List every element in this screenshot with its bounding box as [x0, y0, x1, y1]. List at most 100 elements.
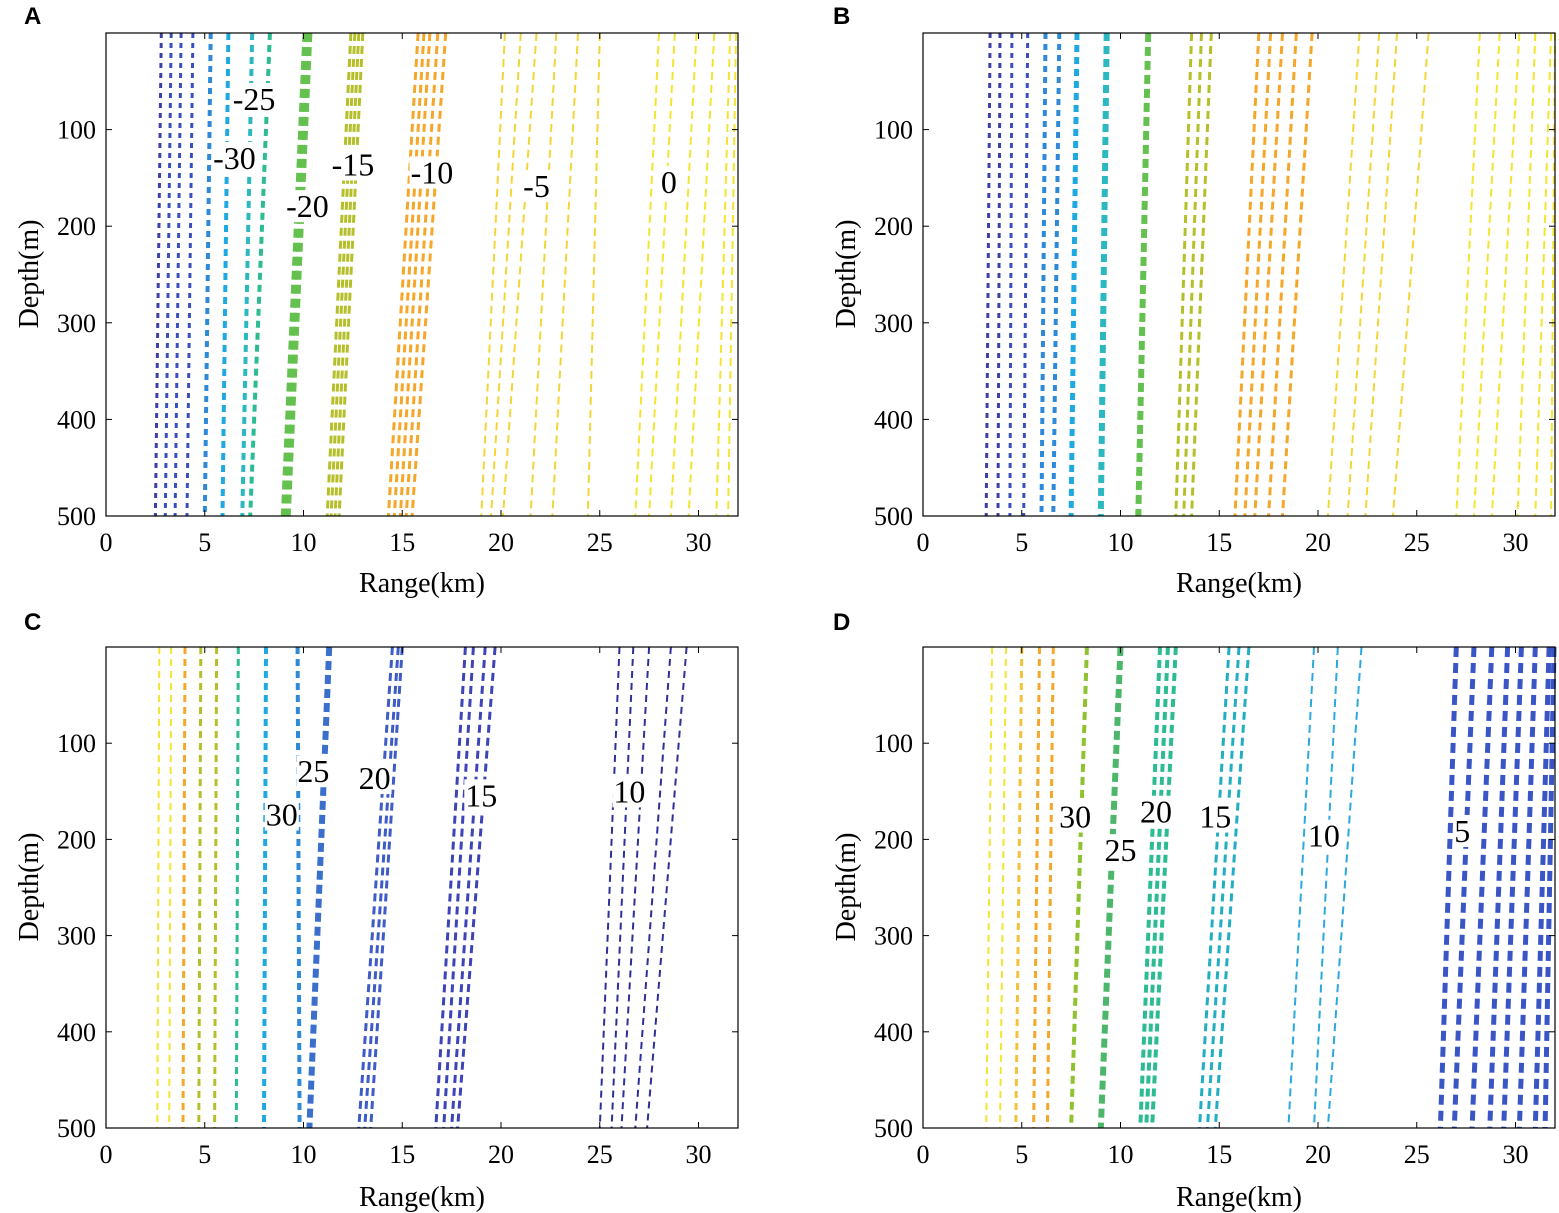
x-tick-label: 20 — [488, 528, 514, 557]
x-tick-label: 15 — [1206, 1140, 1232, 1169]
contour-line-neg5-3 — [1516, 32, 1537, 517]
contour-label-background — [1139, 795, 1173, 828]
x-tick-label: 10 — [291, 1140, 317, 1169]
panel-b: B 0 5 10 15 20 25 30 100 200 300 400 500 Range(km)… — [831, 3, 1556, 599]
contour-label-background — [264, 798, 299, 831]
y-tick-label: 300 — [57, 922, 96, 951]
contour-line-5-0 — [1437, 646, 1459, 1129]
panel-label: D — [833, 609, 850, 636]
contour-label: -15 — [332, 147, 375, 183]
contour-line-5-2 — [1469, 646, 1495, 1129]
x-tick-label: 10 — [1108, 1140, 1134, 1169]
contour-label-background — [1453, 814, 1472, 847]
y-tick-label: 400 — [874, 1018, 913, 1047]
y-tick-label: 100 — [874, 729, 913, 758]
contour-label: 10 — [613, 773, 645, 809]
x-tick-label: 30 — [1503, 1140, 1529, 1169]
contour-label: -25 — [233, 81, 276, 117]
contour-line-neg38-1 — [173, 32, 183, 517]
y-tick-label: 400 — [57, 1018, 96, 1047]
x-axis: 0 5 10 15 20 25 30 — [917, 33, 1529, 557]
y-axis: 100 200 300 400 500 — [57, 116, 738, 531]
contour-line-neg20-0 — [1174, 32, 1194, 517]
contour-line-10-3 — [634, 646, 672, 1129]
contour-line-neg5-1 — [490, 32, 522, 517]
x-tick-label: 0 — [917, 528, 930, 557]
y-tick-label: 200 — [57, 212, 96, 241]
x-axis-label: Range(km) — [359, 568, 485, 599]
contour-label-background — [330, 148, 376, 181]
contour-label: 25 — [1105, 832, 1137, 868]
contour-line-5-7 — [1542, 646, 1557, 1129]
contour-label: 15 — [1199, 799, 1231, 835]
x-tick-label: 30 — [686, 1140, 712, 1169]
contour-line-neg10-2 — [1364, 32, 1398, 517]
contour-line-neg38-1 — [1022, 32, 1030, 517]
contour-line-neg10-4 — [410, 32, 448, 517]
contour-label-background — [1306, 819, 1341, 852]
axes-frame — [922, 646, 1556, 1129]
contour-line-50-0 — [985, 646, 994, 1129]
contour-line-neg5-5 — [1550, 32, 1556, 517]
y-tick-label: 500 — [874, 502, 913, 531]
contour-label-background — [296, 755, 331, 788]
contour-line-10-2 — [1326, 646, 1363, 1129]
axes-frame — [105, 646, 739, 1129]
contour-label: -5 — [523, 168, 550, 204]
panel-label: C — [24, 609, 41, 636]
contour-line-50-1 — [999, 646, 1007, 1129]
contour-label-background — [1198, 800, 1233, 833]
contour-label-background — [612, 775, 647, 808]
x-axis-label: Range(km) — [1176, 568, 1302, 599]
contour-label-background — [231, 82, 277, 115]
contour-line-neg40-1 — [996, 32, 1002, 517]
y-tick-label: 200 — [57, 825, 96, 854]
panel-label: B — [833, 3, 850, 30]
contour-line-40-1 — [1045, 646, 1055, 1129]
contour-line-0-4 — [715, 32, 732, 517]
contour-line-neg5-0 — [1455, 32, 1481, 517]
contour-line-40-1 — [213, 646, 219, 1129]
x-tick-label: 5 — [1015, 528, 1028, 557]
x-tick-label: 10 — [1108, 528, 1134, 557]
contour-line-0-0 — [634, 32, 660, 517]
y-tick-label: 300 — [874, 922, 913, 951]
x-tick-label: 5 — [198, 528, 211, 557]
contour-line-10-2 — [620, 646, 651, 1129]
contour-line-neg35-1 — [1051, 32, 1062, 517]
contour-label: 0 — [661, 164, 677, 200]
contour-line-5-6 — [1532, 646, 1552, 1129]
x-tick-label: 0 — [917, 1140, 930, 1169]
contour-label: 25 — [297, 753, 329, 789]
x-tick-label: 25 — [587, 1140, 613, 1169]
contour-line-25-0 — [306, 646, 333, 1129]
contour-line-15-3 — [456, 646, 497, 1129]
contour-line-neg5-4 — [551, 32, 579, 517]
contour-line-15-0 — [1198, 646, 1231, 1129]
contour-label-background — [285, 190, 330, 223]
x-axis-label: Range(km) — [359, 1182, 485, 1213]
contour-line-neg20-0 — [280, 32, 309, 517]
contour-line-neg15-1 — [1243, 32, 1273, 517]
y-tick-label: 200 — [874, 212, 913, 241]
plot-area: 30 20 15 25 10 5 — [985, 646, 1557, 1129]
contour-label: 20 — [359, 760, 391, 796]
contour-line-40-0 — [1032, 646, 1041, 1129]
contour-label: 20 — [1140, 794, 1172, 830]
contour-line-50-0 — [156, 646, 161, 1129]
contour-label-background — [659, 165, 678, 198]
contour-line-neg32-0 — [1068, 32, 1080, 517]
contour-line-neg15-1 — [329, 32, 357, 517]
contour-line-5-5 — [1516, 646, 1538, 1129]
x-tick-label: 0 — [100, 1140, 113, 1169]
x-axis: 0 5 10 15 20 25 30 — [100, 647, 712, 1169]
contour-line-neg10-0 — [386, 32, 420, 517]
y-tick-label: 400 — [874, 405, 913, 434]
contour-line-20-2 — [369, 646, 404, 1129]
contour-line-40-0 — [197, 646, 203, 1129]
contour-line-neg15-0 — [1233, 32, 1261, 517]
contour-line-25-0 — [1097, 646, 1124, 1129]
contour-line-10-0 — [1287, 646, 1315, 1129]
contour-line-45-0 — [1014, 646, 1024, 1129]
